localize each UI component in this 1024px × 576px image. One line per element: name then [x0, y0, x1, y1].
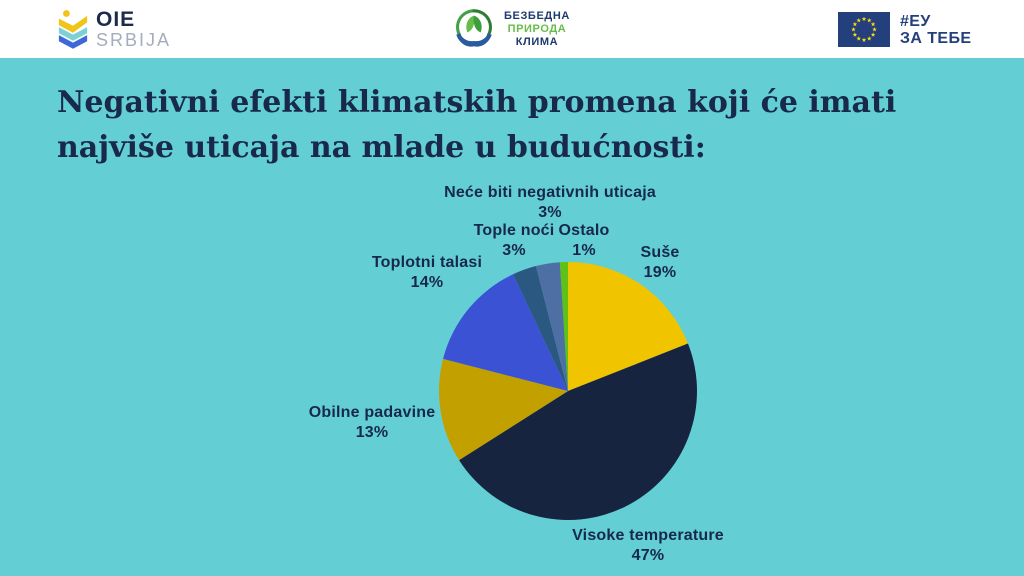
oie-logo-title: OIE	[96, 8, 136, 31]
pie-label-pct: 47%	[631, 547, 665, 564]
pie-label-ostalo: Ostalo 1%	[559, 221, 610, 261]
pie-slice-5	[535, 262, 568, 391]
title-line2: najviše uticaja na mlade u budućnosti:	[57, 130, 706, 165]
pie-slice-4	[513, 266, 568, 391]
eu-logo-line2: ЗА ТЕБЕ	[900, 29, 972, 47]
eu-star-icon	[861, 16, 867, 21]
pie-label-visoke-temperature: Visoke temperature 47%	[572, 526, 724, 566]
eu-star-icon	[856, 18, 862, 23]
eu-logo-line1: #ЕУ	[900, 12, 931, 30]
pie-slice-3	[443, 274, 568, 391]
center-logo-line2: ПРИРОДА	[507, 22, 567, 35]
bezbedna-priroda-klima-logo: БЕЗБЕДНА ПРИРОДА КЛИМА	[452, 7, 570, 51]
pie-label-pct: 1%	[572, 242, 596, 259]
slide-body: Negativni efekti klimatskih promena koji…	[0, 58, 1024, 576]
pie-label-text: Obilne padavine	[308, 404, 436, 421]
pie-label-text: Toplotni talasi	[371, 254, 483, 271]
center-logo-line1: БЕЗБЕДНА	[504, 9, 570, 22]
pie-slice-1	[459, 343, 697, 521]
pie-label-pct: 3%	[538, 204, 562, 221]
eu-star-icon	[861, 37, 867, 42]
eu-star-icon	[852, 21, 858, 27]
eu-star-icon	[872, 27, 877, 32]
pie-label-pct: 14%	[410, 274, 444, 291]
pie-label-tople-noci: Tople noći 3%	[474, 221, 555, 261]
eu-star-icon	[856, 36, 862, 41]
oie-srbija-logo: OIE SRBIJA	[57, 8, 171, 50]
title-line1: Negativni efekti klimatskih promena koji…	[57, 85, 897, 120]
pie-label-text: Tople noći	[473, 222, 555, 239]
pie-label-text: Ostalo	[558, 222, 610, 239]
eu-flag-icon	[838, 12, 890, 47]
pie-slice-6	[559, 261, 568, 391]
header-bar: OIE SRBIJA БЕЗБЕДНА ПРИРОДА КЛИМА	[0, 0, 1024, 58]
eu-star-icon	[851, 27, 856, 32]
pie-label-pct: 19%	[643, 264, 677, 281]
pie-label-text: Visoke temperature	[572, 527, 724, 544]
pie-label-text: Neće biti negativnih uticaja	[444, 184, 656, 201]
page-title: Negativni efekti klimatskih promena koji…	[57, 80, 937, 170]
nature-hands-icon	[456, 9, 492, 47]
pie-label-suse: Suše 19%	[640, 243, 679, 283]
pie-label-text: Suše	[640, 244, 680, 261]
eu-star-icon	[866, 36, 872, 41]
oie-logo-icon	[58, 10, 88, 49]
eu-star-icon	[866, 18, 872, 23]
pie-label-nece-biti-negativnih-uticaja: Neće biti negativnih uticaja 3%	[444, 183, 656, 223]
pie-label-obilne-padavine: Obilne padavine 13%	[309, 403, 436, 443]
eu-star-icon	[852, 32, 858, 37]
pie-svg	[438, 261, 697, 521]
eu-star-icon	[870, 21, 876, 27]
eu-star-icon	[870, 32, 876, 37]
pie-chart	[428, 251, 708, 531]
pie-slice-2	[438, 358, 568, 461]
pie-label-pct: 3%	[502, 242, 526, 259]
pie-label-toplotni-talasi: Toplotni talasi 14%	[372, 253, 482, 293]
oie-logo-subtitle: SRBIJA	[96, 30, 172, 50]
eu-za-tebe-logo: #ЕУ ЗА ТЕБЕ	[838, 12, 971, 47]
pie-label-pct: 13%	[355, 424, 389, 441]
center-logo-line3: КЛИМА	[515, 35, 559, 48]
pie-slice-0	[568, 262, 688, 391]
